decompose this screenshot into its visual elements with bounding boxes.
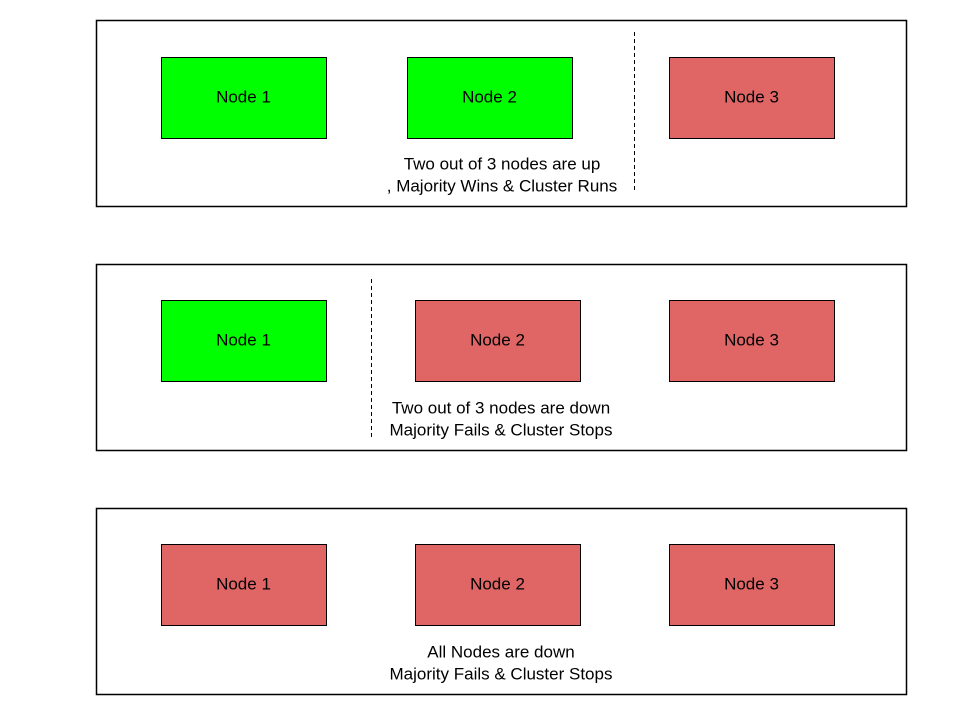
node-label: Node 2 <box>462 87 517 106</box>
panel-frame <box>95 263 908 452</box>
node-box <box>669 544 835 626</box>
caption: Majority Fails & Cluster Stops <box>390 420 613 439</box>
panel-frame <box>95 19 908 208</box>
node-box <box>669 57 835 139</box>
caption: , Majority Wins & Cluster Runs <box>387 176 618 195</box>
node-box <box>161 57 327 139</box>
node-label: Node 3 <box>724 330 779 349</box>
node-label: Node 1 <box>216 87 271 106</box>
caption: Two out of 3 nodes are down <box>392 398 610 417</box>
caption: Two out of 3 nodes are up <box>404 154 601 173</box>
caption: All Nodes are down <box>427 642 574 661</box>
node-box <box>415 544 581 626</box>
node-label: Node 1 <box>216 574 271 593</box>
node-box <box>415 300 581 382</box>
node-label: Node 2 <box>470 330 525 349</box>
node-box <box>669 300 835 382</box>
node-label: Node 2 <box>470 574 525 593</box>
node-box <box>161 544 327 626</box>
node-label: Node 1 <box>216 330 271 349</box>
panel-frame <box>95 507 908 696</box>
caption: Majority Fails & Cluster Stops <box>390 664 613 683</box>
node-label: Node 3 <box>724 574 779 593</box>
node-box <box>407 57 573 139</box>
node-box <box>161 300 327 382</box>
node-label: Node 3 <box>724 87 779 106</box>
